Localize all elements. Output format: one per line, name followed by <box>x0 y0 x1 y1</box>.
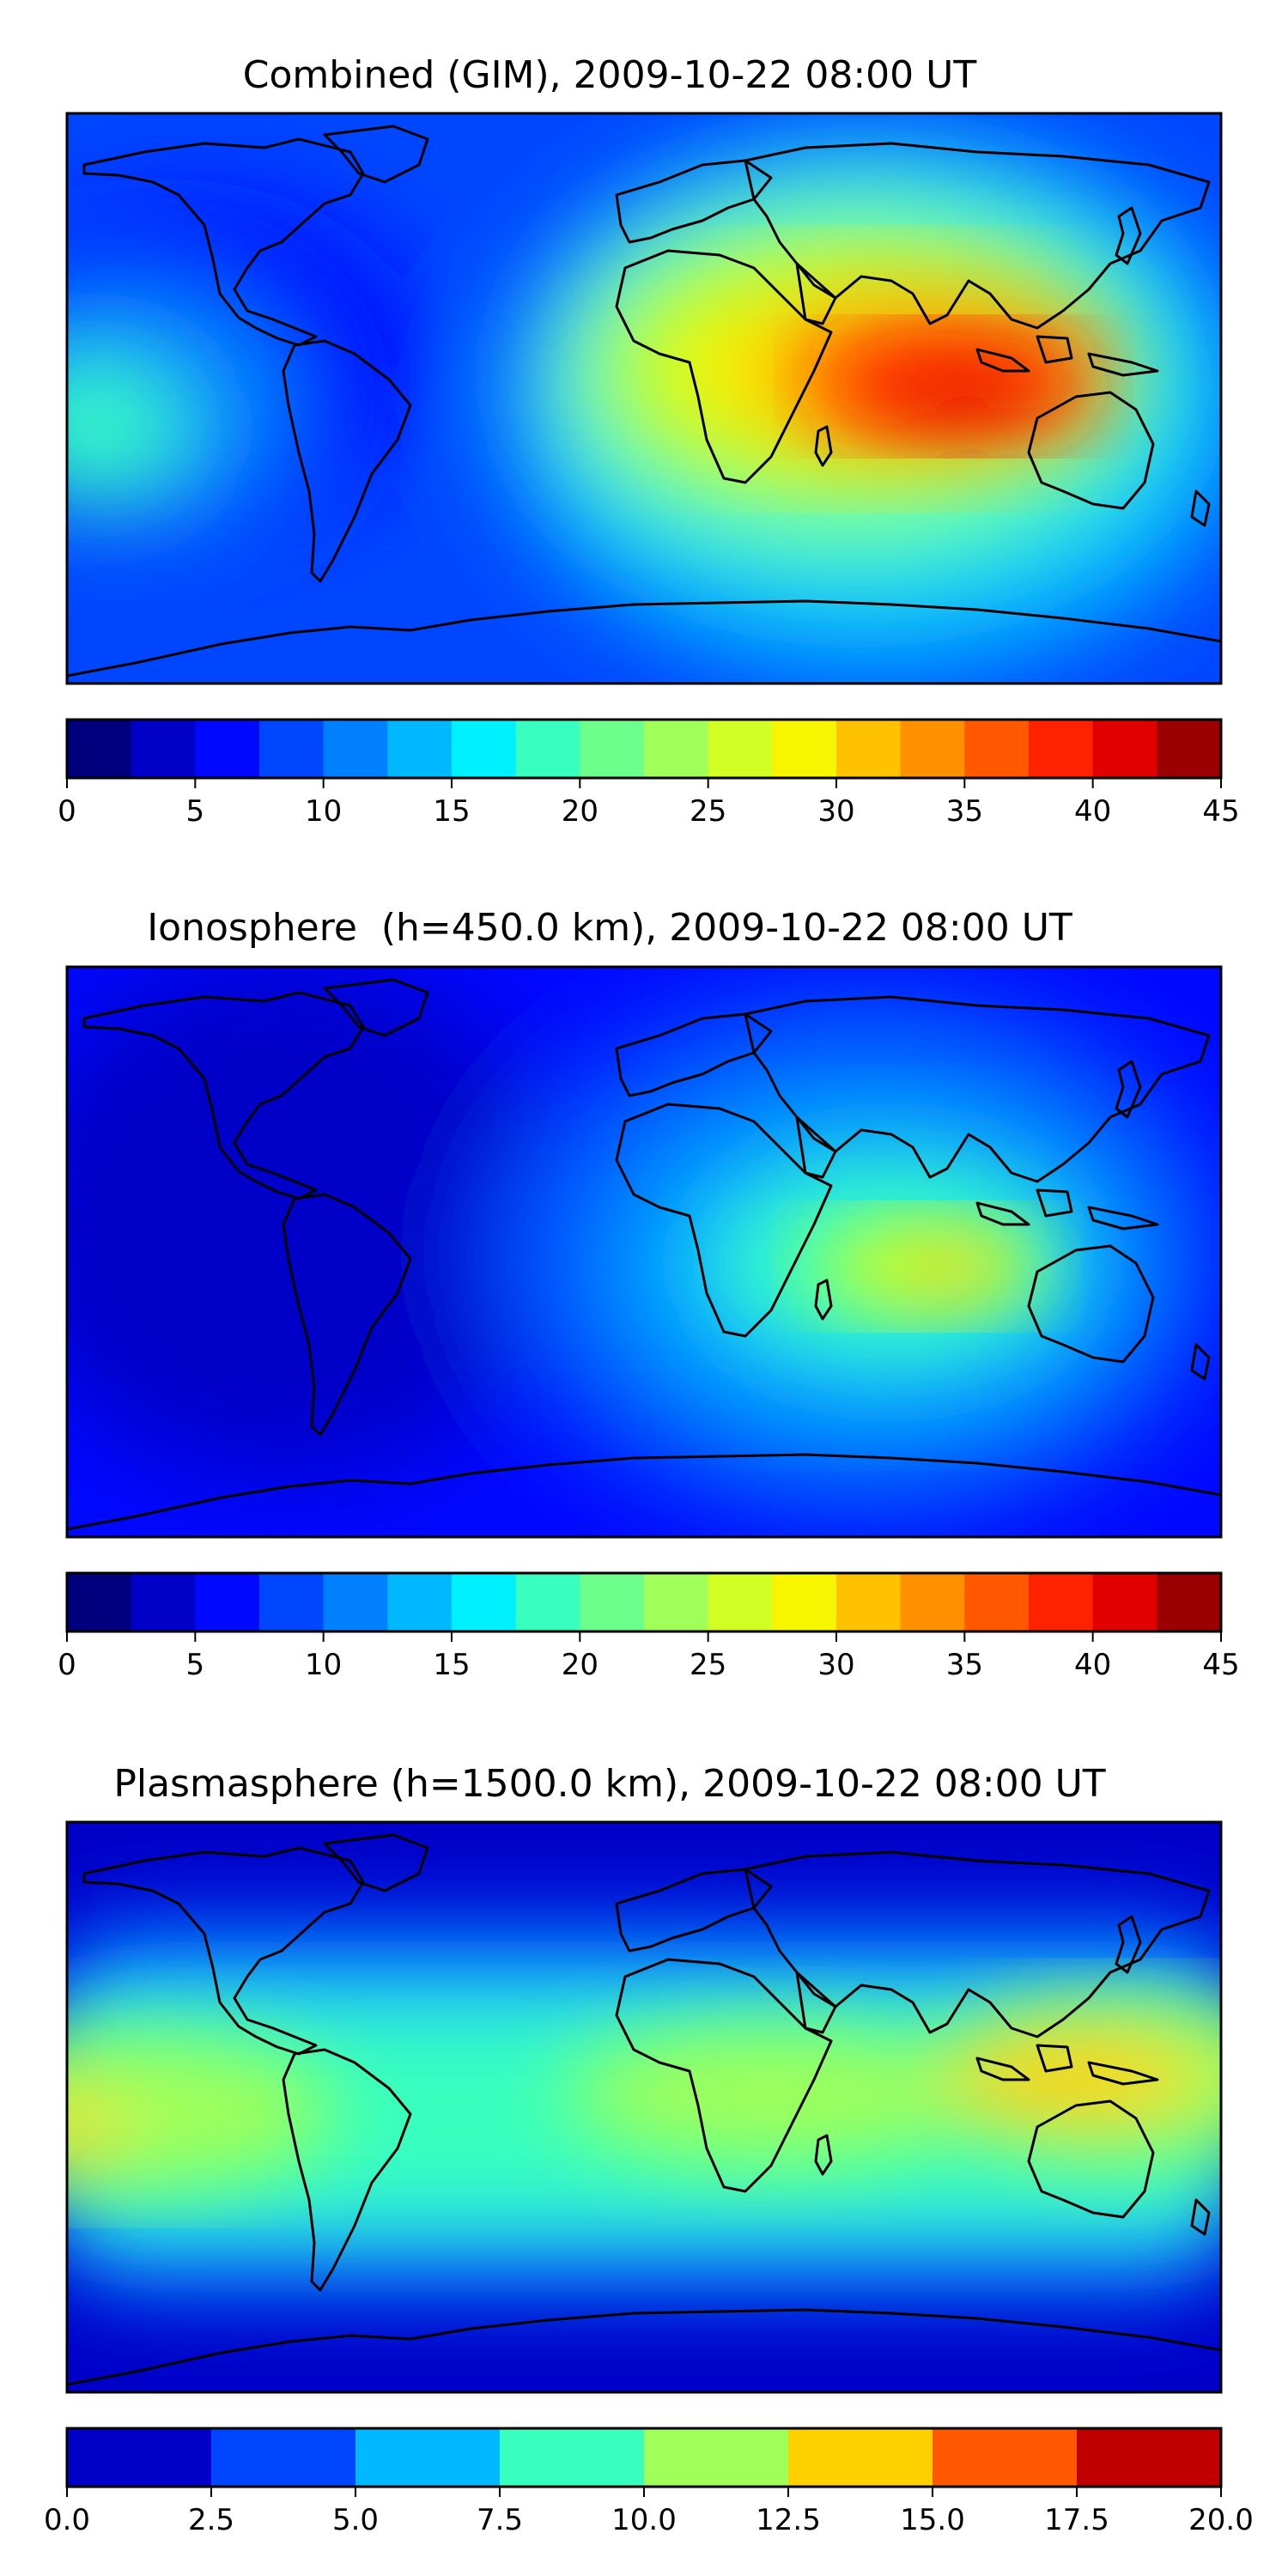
field-pacific-west <box>67 2035 335 2190</box>
panel-1-title: Combined (GIM), 2009-10-22 08:00 UT <box>242 53 977 97</box>
colorbar-segment <box>580 720 645 778</box>
colorbar-segment <box>644 720 709 778</box>
colorbar-tick-label: 15.0 <box>900 2503 965 2537</box>
colorbar-segment <box>964 720 1030 778</box>
panel-2-title: Ionosphere (h=450.0 km), 2009-10-22 08:0… <box>147 906 1072 950</box>
colorbar-segment <box>772 720 837 778</box>
colorbar-segment <box>900 720 965 778</box>
map-frame <box>65 112 1223 685</box>
colorbar-tick-label: 0.0 <box>44 2503 90 2537</box>
colorbar-tick-label: 20 <box>562 794 598 829</box>
colorbar-segment <box>1157 1573 1222 1631</box>
colorbar-tick-label: 30 <box>817 1648 854 1682</box>
colorbar-segment <box>323 720 388 778</box>
panel-2-map <box>65 965 1223 1539</box>
colorbar-segment <box>644 1573 709 1631</box>
colorbar-segment <box>1077 2428 1222 2487</box>
colorbar-tick-label: 0 <box>58 1648 76 1682</box>
colorbar-segment <box>933 2428 1078 2487</box>
colorbar-tick-label: 17.5 <box>1044 2503 1109 2537</box>
colorbar-segment <box>900 1573 965 1631</box>
colorbar-segment <box>788 2428 933 2487</box>
colorbar-tick-label: 5 <box>186 1648 205 1682</box>
colorbar-frame <box>65 1571 1223 1633</box>
colorbar-segment <box>515 720 580 778</box>
field-max <box>902 1249 1005 1292</box>
colorbar-segment <box>515 1573 580 1631</box>
colorbar-segment <box>1157 720 1222 778</box>
colorbar-segment <box>67 1573 132 1631</box>
colorbar-tick-label: 35 <box>946 1648 983 1682</box>
colorbar-segment <box>211 2428 356 2487</box>
colorbar-tick-label: 45 <box>1202 794 1239 829</box>
colorbar-segment <box>580 1573 645 1631</box>
colorbar-3: 0.0 2.5 5.0 7.5 10.0 12.5 15.0 17.5 20.0 <box>44 2427 1254 2537</box>
colorbar-segment <box>500 2428 645 2487</box>
colorbar-segment <box>323 1573 388 1631</box>
colorbar-segment <box>452 720 517 778</box>
colorbar-segment <box>259 1573 325 1631</box>
colorbar-tick-label: 30 <box>817 794 854 829</box>
colorbar-tick-label: 10 <box>305 1648 342 1682</box>
colorbar-tick-label: 2.5 <box>188 2503 234 2537</box>
colorbar-tick-label: 25 <box>690 1648 726 1682</box>
colorbar-segment <box>836 720 902 778</box>
colorbar-segment <box>644 2428 789 2487</box>
colorbar-segment <box>195 1573 260 1631</box>
map-frame <box>65 965 1223 1539</box>
field-max <box>893 378 1030 429</box>
colorbar-1: 0 5 10 15 20 25 30 35 40 45 <box>58 718 1240 829</box>
colorbar-frame <box>65 718 1223 780</box>
map-frame <box>65 1820 1223 2394</box>
colorbar-segment <box>131 720 196 778</box>
colorbar-segment <box>131 1573 196 1631</box>
colorbar-segment <box>259 720 325 778</box>
colorbar-segment <box>387 1573 453 1631</box>
field-night <box>67 967 567 1477</box>
colorbar-tick-label: 12.5 <box>756 2503 821 2537</box>
panel-3-title: Plasmasphere (h=1500.0 km), 2009-10-22 0… <box>113 1762 1106 1806</box>
colorbar-segment <box>452 1573 517 1631</box>
colorbar-2: 0 5 10 15 20 25 30 35 40 45 <box>58 1571 1240 1682</box>
field-max-east <box>945 2031 1202 2125</box>
colorbar-segment <box>67 720 132 778</box>
colorbar-tick-label: 7.5 <box>477 2503 523 2537</box>
colorbar-tick-label: 45 <box>1202 1648 1239 1682</box>
colorbar-tick-label: 15 <box>433 1648 470 1682</box>
colorbar-segment <box>387 720 453 778</box>
colorbar-tick-label: 20.0 <box>1188 2503 1254 2537</box>
colorbar-tick-label: 0 <box>58 794 76 829</box>
field-max-west <box>67 2099 125 2160</box>
colorbar-segment <box>1092 1573 1157 1631</box>
colorbar-tick-label: 15 <box>433 794 470 829</box>
colorbar-tick-label: 5 <box>186 794 205 829</box>
colorbar-tick-label: 40 <box>1074 794 1111 829</box>
colorbar-segment <box>708 720 773 778</box>
colorbar-segment <box>772 1573 837 1631</box>
colorbar-tick-label: 25 <box>690 794 726 829</box>
colorbar-segment <box>1029 1573 1094 1631</box>
colorbar-tick-label: 10.0 <box>611 2503 677 2537</box>
panel-3-map <box>65 1820 1223 2394</box>
field-pacific-core <box>67 361 189 498</box>
colorbar-segment <box>1029 720 1094 778</box>
colorbar-tick-label: 35 <box>946 794 983 829</box>
colorbar-segment <box>964 1573 1030 1631</box>
field-africa <box>567 2026 979 2164</box>
colorbar-segment <box>355 2428 501 2487</box>
colorbar-segment <box>836 1573 902 1631</box>
colorbar-segment <box>195 720 260 778</box>
panel-1-map <box>65 112 1223 685</box>
colorbar-tick-label: 40 <box>1074 1648 1111 1682</box>
colorbar-segment <box>1092 720 1157 778</box>
colorbar-tick-label: 20 <box>562 1648 598 1682</box>
colorbar-tick-label: 5.0 <box>332 2503 379 2537</box>
colorbar-tick-label: 10 <box>305 794 342 829</box>
colorbar-segment <box>708 1573 773 1631</box>
colorbar-segment <box>67 2428 212 2487</box>
